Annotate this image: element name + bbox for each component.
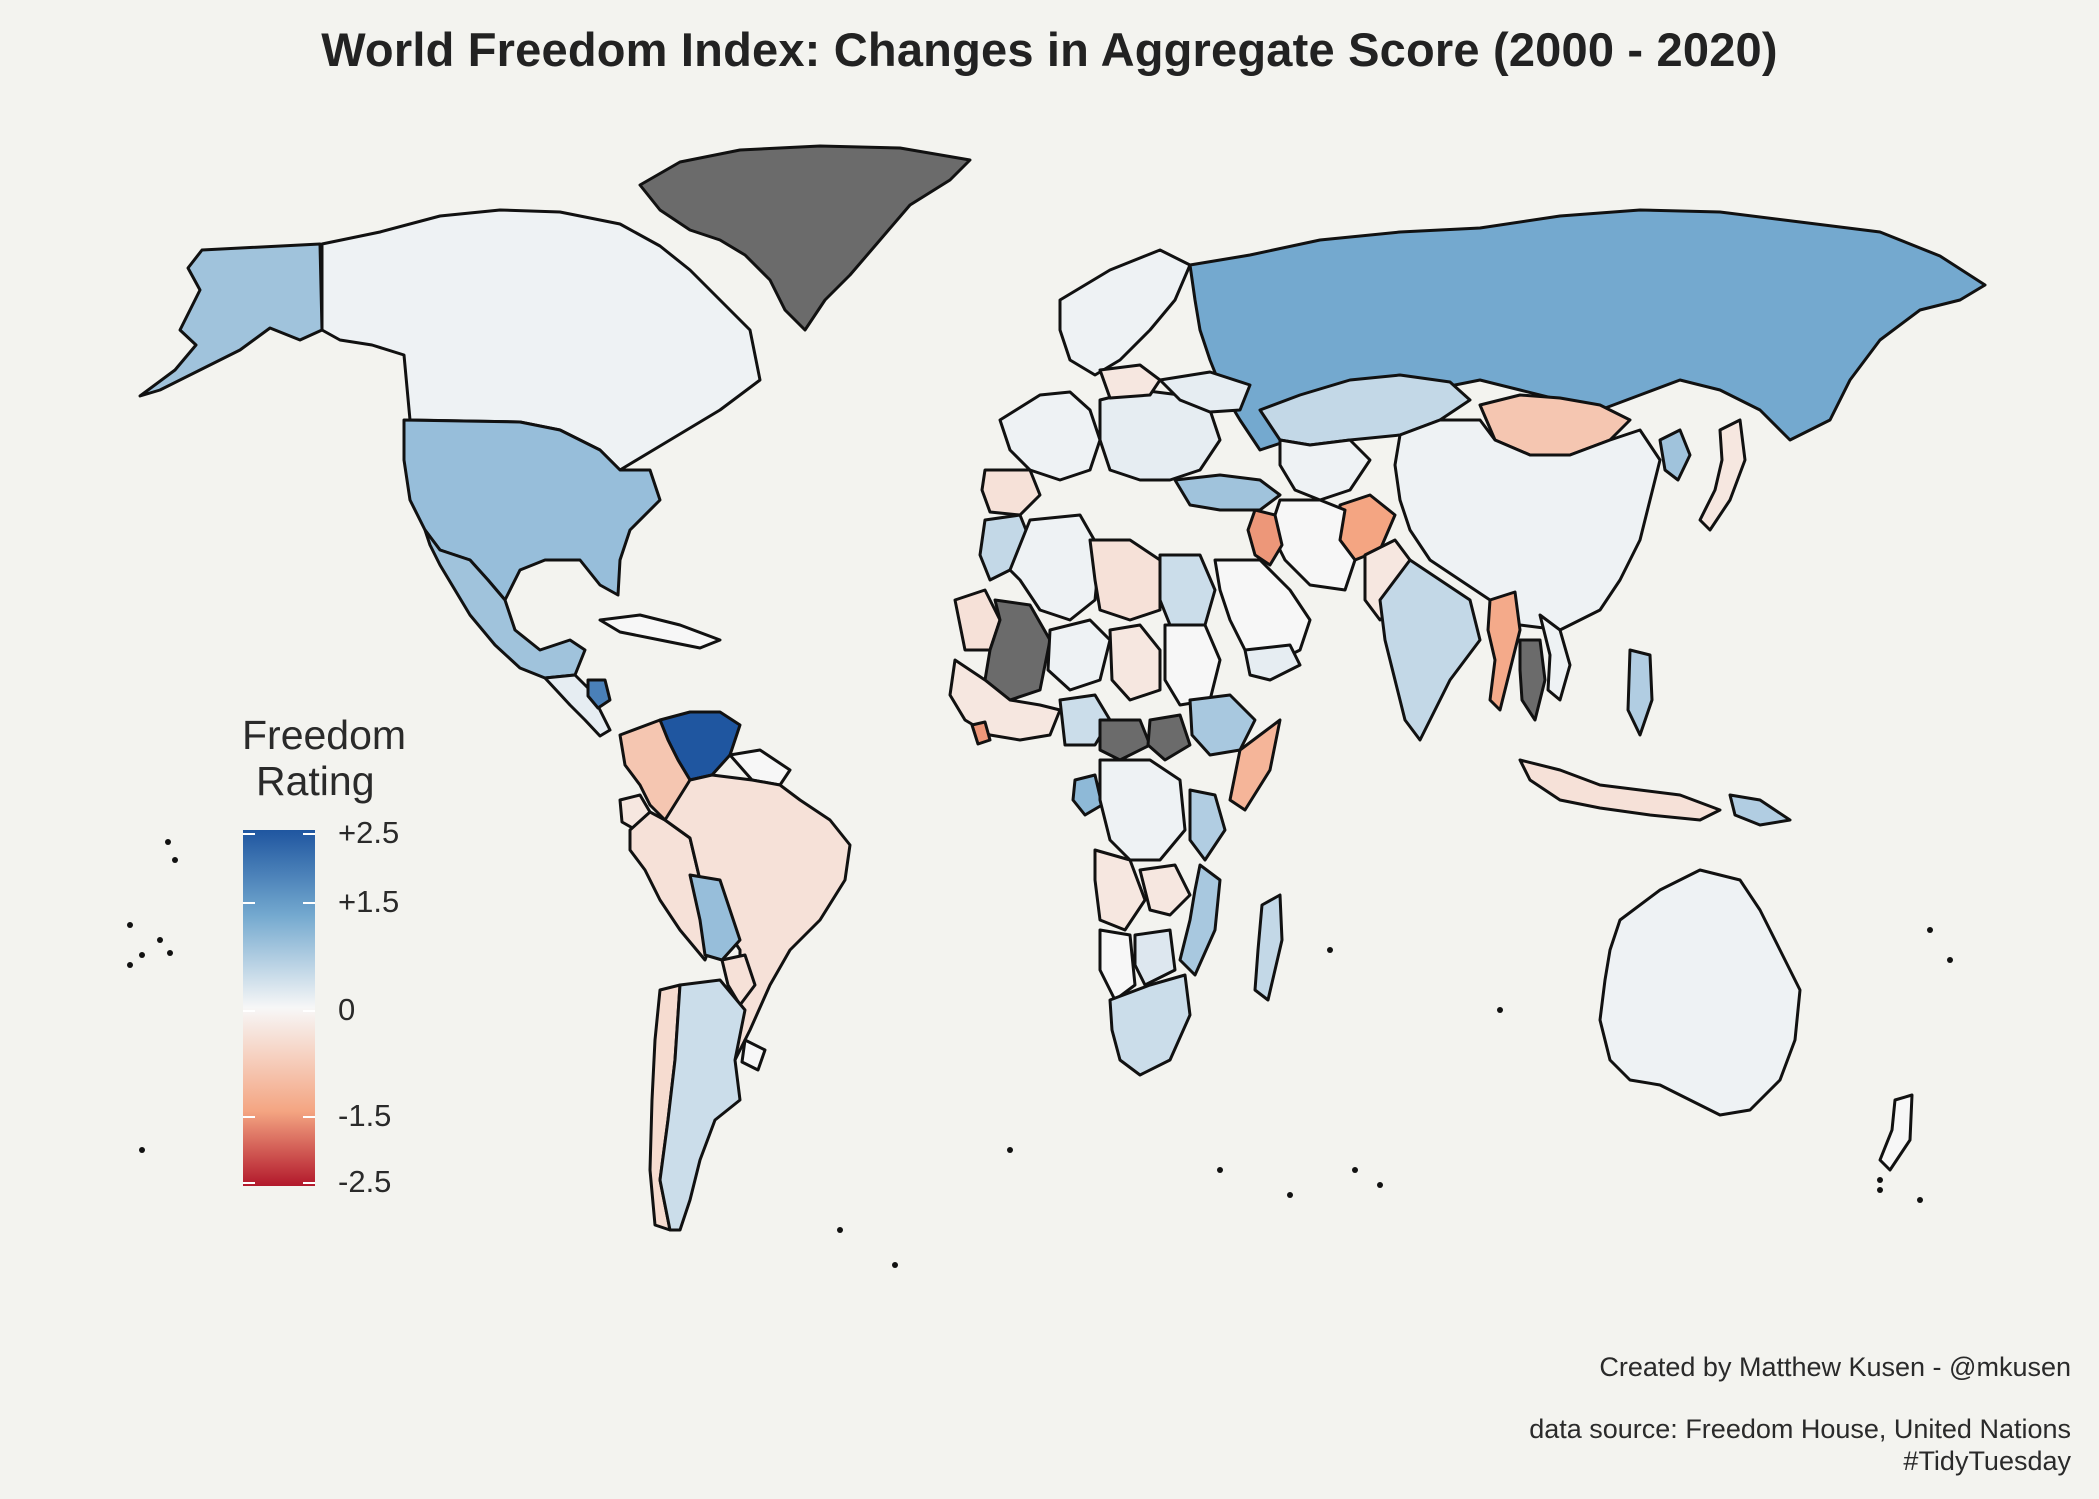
region-papua-new-guinea [1728, 793, 1792, 827]
source-caption: data source: Freedom House, United Natio… [1529, 1414, 2071, 1444]
island-speck [139, 952, 145, 958]
region-caribbean [598, 613, 722, 650]
region-iraq [1246, 508, 1284, 567]
region-argentina [658, 978, 747, 1232]
region-central-asia [1278, 438, 1372, 502]
island-speck [172, 857, 178, 863]
region-egypt [1158, 553, 1217, 627]
map-title: World Freedom Index: Changes in Aggregat… [321, 23, 1778, 76]
region-dr-congo [1098, 758, 1187, 862]
region-sierra-leone [970, 720, 992, 746]
region-central-america [543, 673, 612, 738]
region-iberia [980, 468, 1042, 517]
region-greenland [638, 144, 972, 332]
region-libya [1088, 538, 1162, 622]
region-namibia [1098, 928, 1137, 1002]
island-speck [157, 937, 163, 943]
island-speck [1217, 1167, 1223, 1173]
island-speck [127, 962, 133, 968]
island-speck [1377, 1182, 1383, 1188]
island-speck [167, 950, 173, 956]
island-speck [1327, 947, 1333, 953]
region-indonesia [1518, 758, 1722, 822]
region-chad [1108, 623, 1162, 702]
region-nicaragua [586, 678, 612, 710]
island-speck [127, 922, 133, 928]
island-speck [1917, 1197, 1923, 1203]
region-ukraine [1158, 370, 1252, 414]
region-uruguay [740, 1038, 767, 1072]
region-madagascar [1253, 893, 1284, 1002]
region-bolivia [688, 873, 742, 962]
region-gabon [1071, 773, 1104, 817]
region-west-africa-coast [948, 658, 1062, 742]
island-speck [1287, 1192, 1293, 1198]
region-korea [1658, 428, 1692, 482]
region-mexico [423, 528, 587, 680]
region-guianas [728, 748, 792, 787]
island-speck [1497, 1007, 1503, 1013]
island-speck [1927, 927, 1933, 933]
island-speck [1007, 1147, 1013, 1153]
region-new-zealand [1878, 1093, 1914, 1172]
island-speck [1877, 1177, 1883, 1183]
region-paraguay [720, 953, 757, 1007]
region-mozambique [1178, 863, 1222, 977]
region-canada [320, 208, 762, 472]
region-south-africa [1108, 973, 1192, 1077]
island-speck [1877, 1187, 1883, 1193]
region-central-african-republic [1098, 718, 1152, 762]
region-australia [1598, 868, 1802, 1117]
region-somalia [1228, 718, 1282, 812]
island-speck [837, 1227, 843, 1233]
region-philippines [1626, 648, 1654, 737]
region-china [1393, 418, 1662, 632]
region-thailand [1518, 638, 1547, 722]
region-western-europe [998, 390, 1102, 482]
region-japan [1698, 418, 1747, 532]
region-scandinavia [1058, 248, 1192, 377]
region-south-sudan [1146, 713, 1192, 762]
island-speck [892, 1262, 898, 1268]
tag-caption: #TidyTuesday [1903, 1446, 2071, 1476]
region-yemen [1243, 643, 1302, 682]
island-speck [1352, 1167, 1358, 1173]
region-eastern-europe [1098, 388, 1222, 482]
island-speck [1947, 957, 1953, 963]
island-speck [139, 1147, 145, 1153]
region-zambia [1138, 863, 1192, 917]
region-india [1378, 558, 1482, 742]
region-botswana [1133, 928, 1177, 987]
region-algeria [1008, 513, 1102, 622]
region-angola [1093, 848, 1147, 932]
region-niger [1046, 618, 1112, 692]
credit-caption: Created by Matthew Kusen - @mkusen [1599, 1352, 2071, 1382]
region-turkey [1173, 473, 1282, 512]
region-alaska [138, 242, 324, 398]
region-vietnam [1538, 613, 1572, 702]
region-sudan [1163, 623, 1222, 707]
island-speck [165, 839, 171, 845]
region-tanzania [1188, 788, 1227, 862]
region-poland [1098, 363, 1162, 400]
region-myanmar [1486, 590, 1522, 712]
